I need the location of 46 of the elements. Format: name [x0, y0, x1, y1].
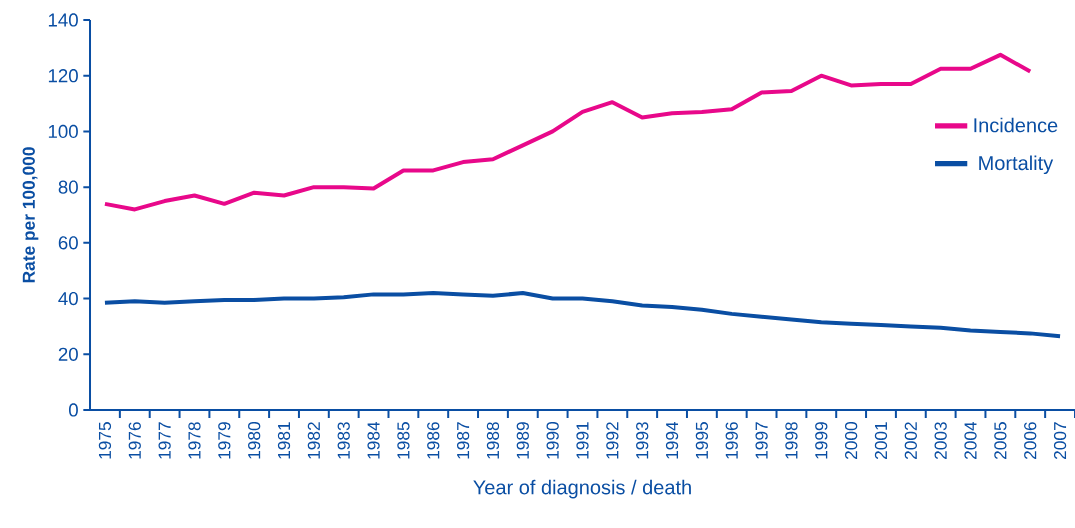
x-tick-label: 1997 [755, 422, 768, 459]
x-tick-label: 1989 [516, 422, 529, 459]
legend-label: Mortality [979, 155, 1054, 175]
x-tick-label: 1993 [636, 422, 649, 459]
x-tick-label: 1984 [367, 421, 380, 459]
x-tick-label: 1996 [725, 422, 738, 459]
line-series [102, 290, 1063, 339]
x-tick-label: 1975 [98, 422, 112, 459]
x-tick-label: 1994 [665, 421, 679, 459]
x-tick-label: 1987 [456, 422, 470, 459]
x-tick-label: 1998 [785, 422, 798, 459]
x-tick-label: 1988 [486, 422, 500, 459]
x-tick-label: 2006 [1024, 422, 1037, 460]
x-tick-label: 1981 [277, 422, 291, 459]
x-tick-label: 2005 [994, 422, 1007, 460]
x-tick-label: 1999 [815, 422, 828, 459]
x-tick-label: 2003 [934, 422, 947, 460]
y-tick-label: 20 [58, 347, 78, 361]
x-tick-label: 2001 [874, 422, 888, 460]
y-tick-label: 40 [58, 291, 78, 306]
x-tick-label: 1983 [337, 422, 350, 459]
x-axis-title: Year of diagnosis / death [473, 479, 691, 499]
y-tick-label: 80 [58, 180, 78, 194]
x-tick-label: 1982 [307, 422, 320, 459]
y-tick-label: 100 [48, 124, 78, 139]
x-tick-label: 2002 [904, 422, 917, 460]
x-tick-label: 2004 [964, 421, 977, 460]
x-tick-label: 1992 [606, 422, 619, 459]
x-tick-label: 1976 [128, 422, 141, 459]
x-tick-label: 1986 [427, 422, 440, 459]
x-tick-label: 1995 [695, 422, 709, 459]
y-tick-label: 0 [68, 403, 78, 417]
x-tick-label: 1990 [546, 422, 559, 459]
legend-label: Incidence [974, 117, 1058, 133]
x-tick-label: 1980 [248, 422, 261, 459]
x-tick-label: 2007 [1053, 422, 1067, 460]
y-tick-label: 120 [48, 69, 78, 83]
y-axis-title: Rate per 100,000 [22, 147, 39, 283]
x-tick-label: 1979 [218, 422, 231, 459]
y-tick-label: 60 [58, 236, 78, 250]
y-tick-label: 140 [48, 13, 78, 27]
x-tick-label: 2000 [844, 422, 858, 460]
x-tick-label: 1977 [158, 422, 171, 459]
x-tick-label: 1985 [397, 422, 410, 459]
x-tick-label: 1991 [576, 422, 589, 459]
x-tick-label: 1978 [188, 422, 201, 459]
